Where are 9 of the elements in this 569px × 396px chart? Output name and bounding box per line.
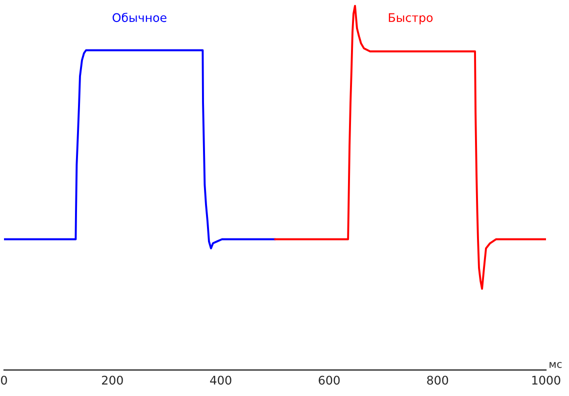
x-tick-label: 1000 [532, 376, 560, 385]
text: Обычное [112, 12, 166, 22]
x-axis-title: мс [550, 362, 562, 368]
x-tick-label: 200 [102, 376, 123, 385]
x-tick-label: 600 [318, 376, 340, 385]
x-tick-label: 0 [1, 376, 7, 385]
x-tick-label: 800 [427, 376, 448, 385]
x-tick-label: 400 [210, 376, 232, 385]
text: Быстро [388, 13, 433, 24]
